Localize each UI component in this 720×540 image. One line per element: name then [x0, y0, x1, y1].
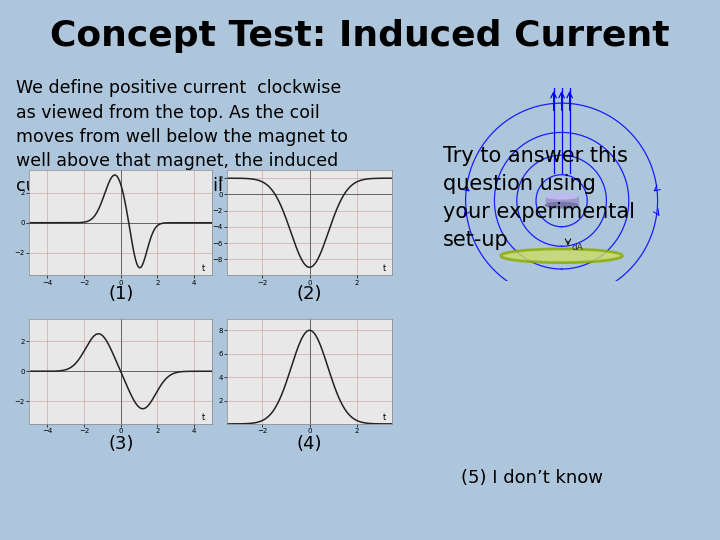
Text: (5) I don’t know: (5) I don’t know: [461, 469, 603, 487]
Text: t: t: [382, 264, 386, 273]
Text: t: t: [382, 413, 386, 422]
Ellipse shape: [546, 193, 577, 199]
Text: (3): (3): [108, 435, 134, 453]
Ellipse shape: [546, 202, 577, 208]
Text: dA: dA: [571, 242, 583, 252]
Text: t: t: [202, 413, 204, 422]
Text: We define positive current  clockwise
as viewed from the top. As the coil
moves : We define positive current clockwise as …: [16, 79, 348, 195]
Ellipse shape: [501, 249, 622, 262]
Text: (1): (1): [108, 285, 134, 303]
Text: (2): (2): [297, 285, 323, 303]
Bar: [546, 196, 577, 205]
Text: Concept Test: Induced Current: Concept Test: Induced Current: [50, 19, 670, 53]
Text: t: t: [202, 264, 204, 273]
Text: (4): (4): [297, 435, 323, 453]
Text: Try to answer this
question using
your experimental
set-up: Try to answer this question using your e…: [443, 146, 635, 250]
